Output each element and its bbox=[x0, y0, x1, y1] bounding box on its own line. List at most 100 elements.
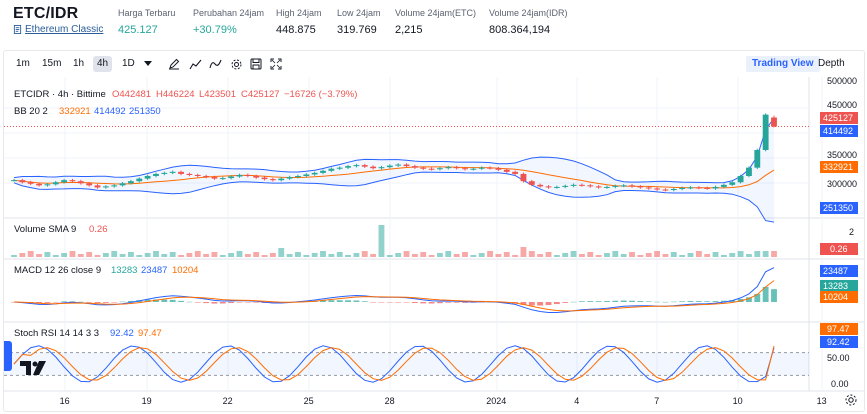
volume-bar bbox=[186, 253, 193, 257]
candle bbox=[86, 183, 93, 186]
candle bbox=[286, 177, 293, 179]
candle bbox=[654, 188, 660, 190]
macd-histogram-bar bbox=[86, 302, 93, 303]
volume-bar bbox=[77, 254, 84, 257]
macd-histogram-bar bbox=[445, 302, 452, 303]
coin-link[interactable]: Ethereum Classic bbox=[13, 24, 103, 35]
candle bbox=[27, 182, 34, 184]
candle bbox=[320, 170, 326, 173]
stat-volume-etc: Volume 24jam(ETC) 2,215 bbox=[395, 8, 476, 36]
candle bbox=[737, 176, 744, 183]
volume-bar bbox=[44, 252, 51, 257]
volume-sma-value: 0.26 bbox=[89, 224, 108, 235]
volume-bar bbox=[462, 252, 468, 257]
timeframe-4h[interactable]: 4h bbox=[93, 56, 113, 72]
macd-histogram-bar bbox=[94, 302, 101, 303]
macd-hist-value: 13283 bbox=[111, 265, 137, 276]
candles-icon[interactable] bbox=[187, 56, 203, 72]
volume-bar bbox=[286, 254, 293, 257]
candle bbox=[428, 168, 435, 170]
price-tick: 300000 bbox=[827, 179, 857, 189]
trading-view-tab[interactable]: Trading View bbox=[746, 56, 820, 72]
macd-histogram-bar bbox=[361, 301, 368, 302]
volume-bar bbox=[654, 251, 660, 257]
volume-badge: 0.26 bbox=[820, 243, 858, 255]
candle bbox=[411, 166, 418, 168]
macd-histogram-bar bbox=[386, 302, 393, 303]
macd-histogram-bar bbox=[395, 302, 402, 303]
stoch-d-value: 97.47 bbox=[138, 328, 162, 339]
bb-fill bbox=[14, 118, 774, 223]
macd-histogram-bar bbox=[637, 301, 644, 302]
macd-histogram-bar bbox=[77, 301, 84, 303]
macd-histogram-bar bbox=[228, 302, 235, 303]
svg-text:251350: 251350 bbox=[823, 203, 853, 213]
macd-histogram-bar bbox=[203, 302, 210, 304]
volume-bar bbox=[328, 254, 335, 257]
macd-histogram-bar bbox=[244, 302, 251, 303]
candle bbox=[420, 167, 427, 169]
macd-histogram-bar bbox=[144, 299, 151, 302]
macd-histogram-bar bbox=[679, 301, 686, 302]
macd-histogram-bar bbox=[161, 299, 168, 302]
price-chart[interactable]: ETCIDR · 4h · Bittime O442481 H446224 L4… bbox=[4, 77, 864, 411]
macd-histogram-bar bbox=[119, 301, 126, 303]
indicators-icon[interactable] bbox=[207, 56, 223, 72]
volume-bar bbox=[119, 254, 126, 257]
save-icon[interactable] bbox=[248, 56, 264, 72]
candle bbox=[562, 185, 569, 187]
svg-text:10204: 10204 bbox=[823, 292, 848, 302]
fullscreen-icon[interactable] bbox=[268, 56, 284, 72]
candle bbox=[211, 177, 218, 179]
candle bbox=[679, 187, 686, 189]
stat-value: 425.127 bbox=[118, 24, 158, 36]
stat-value: +30.79% bbox=[193, 24, 237, 36]
macd-histogram-bar bbox=[186, 301, 193, 303]
macd-histogram-bar bbox=[253, 302, 260, 303]
volume-bar bbox=[604, 253, 610, 257]
candle bbox=[754, 150, 761, 168]
macd-histogram-bar bbox=[545, 302, 552, 306]
macd-histogram-bar bbox=[211, 302, 218, 304]
macd-histogram-bar bbox=[420, 302, 427, 304]
timeframe-1d[interactable]: 1D bbox=[122, 58, 135, 69]
svg-text:97.47: 97.47 bbox=[827, 324, 850, 334]
volume-bar bbox=[269, 253, 276, 257]
macd-histogram-bar bbox=[704, 301, 711, 302]
candle bbox=[345, 166, 351, 168]
candle bbox=[395, 164, 402, 166]
volume-bar bbox=[69, 251, 76, 257]
macd-histogram-bar bbox=[370, 302, 377, 303]
bb-basis-badge: 332921 bbox=[820, 161, 858, 173]
macd-histogram-bar bbox=[328, 300, 335, 302]
macd-histogram-bar bbox=[61, 301, 68, 302]
volume-bar bbox=[194, 251, 201, 257]
candle bbox=[437, 168, 443, 170]
stat-label: Harga Terbaru bbox=[118, 8, 176, 18]
candle bbox=[704, 187, 711, 189]
candle bbox=[336, 167, 343, 169]
stoch-tick: 50.00 bbox=[827, 353, 850, 363]
panel-handle[interactable] bbox=[4, 341, 12, 371]
volume-bar bbox=[236, 251, 243, 257]
candle bbox=[11, 180, 17, 182]
timeframe-1h[interactable]: 1h bbox=[73, 58, 85, 69]
macd-histogram-bar bbox=[236, 302, 243, 303]
candle bbox=[771, 117, 777, 127]
timeframe-15m[interactable]: 15m bbox=[42, 58, 62, 69]
macd-histogram-bar bbox=[478, 302, 485, 303]
depth-tab[interactable]: Depth bbox=[818, 58, 845, 69]
candle bbox=[695, 187, 702, 189]
gear-icon[interactable] bbox=[844, 393, 860, 409]
pencil-icon[interactable] bbox=[166, 56, 182, 72]
timeframe-1m[interactable]: 1m bbox=[16, 58, 30, 69]
gear-icon[interactable] bbox=[228, 56, 244, 72]
candle bbox=[153, 173, 159, 176]
macd-signal-badge: 10204 bbox=[820, 291, 858, 303]
volume-bar bbox=[553, 255, 560, 257]
svg-text:414492: 414492 bbox=[823, 126, 853, 136]
volume-bar bbox=[86, 252, 93, 257]
bb-lower-badge: 251350 bbox=[820, 202, 858, 214]
chevron-down-icon[interactable] bbox=[140, 56, 156, 72]
stat-change-24h: Perubahan 24jam +30.79% bbox=[193, 8, 264, 36]
